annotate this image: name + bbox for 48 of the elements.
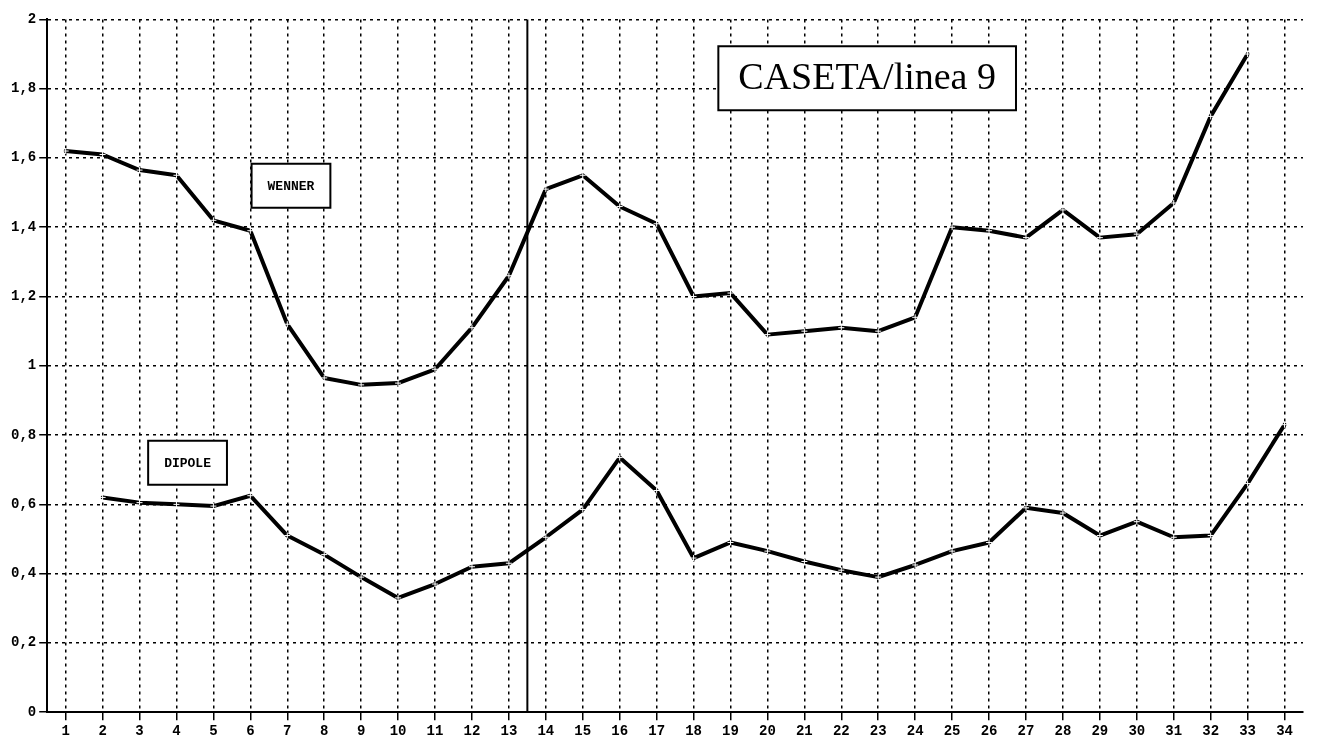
x-tick-label: 22 [832,723,850,740]
y-tick-label: 2 [27,10,37,27]
x-tick-label: 31 [1165,723,1183,740]
x-tick-label: 28 [1054,723,1072,740]
y-tick-label: 0,8 [10,426,37,443]
x-tick-label: 10 [389,723,407,740]
x-tick-label: 20 [759,723,776,740]
y-tick-label: 0,4 [10,565,37,582]
text: WENNER [267,178,315,194]
x-tick-label: 11 [426,723,444,740]
y-tick-label: 1,4 [10,218,37,235]
x-tick-label: 17 [648,723,666,740]
x-tick-label: 3 [135,723,144,740]
x-tick-label: 16 [611,723,629,740]
x-tick-label: 30 [1128,723,1146,740]
x-tick-label: 7 [283,723,292,740]
x-tick-label: 14 [537,723,555,740]
x-tick-label: 18 [685,723,702,740]
x-tick-label: 29 [1091,723,1109,740]
x-tick-label: 33 [1239,723,1256,740]
x-tick-label: 6 [246,723,255,740]
x-tick-label: 9 [356,723,366,740]
x-tick-label: 26 [980,723,998,740]
x-tick-label: 1 [61,723,70,740]
x-tick-label: 32 [1202,723,1220,740]
x-tick-label: 34 [1276,723,1293,740]
x-tick-label: 8 [320,723,329,740]
x-tick-label: 21 [795,723,813,740]
y-tick-label: 1,8 [10,80,37,97]
x-tick-label: 5 [209,723,218,740]
x-tick-label: 15 [574,723,592,740]
x-tick-label: 4 [172,723,181,740]
x-tick-label: 23 [869,723,887,740]
x-tick-label: 27 [1017,723,1035,740]
y-tick-label: 0,2 [10,634,37,651]
x-tick-label: 12 [463,723,481,740]
y-tick-label: 0,6 [10,495,37,512]
text: DIPOLE [164,456,212,472]
x-tick-label: 2 [98,723,107,740]
text: CASETA/linea 9 [738,55,996,98]
y-tick-label: 0 [27,703,37,720]
y-tick-label: 1 [27,357,37,374]
x-tick-label: 13 [500,723,518,740]
x-tick-label: 19 [722,723,739,740]
y-tick-label: 1,2 [10,288,37,305]
x-tick-label: 24 [906,723,924,740]
y-tick-label: 1,6 [10,149,37,166]
x-tick-label: 25 [943,723,961,740]
